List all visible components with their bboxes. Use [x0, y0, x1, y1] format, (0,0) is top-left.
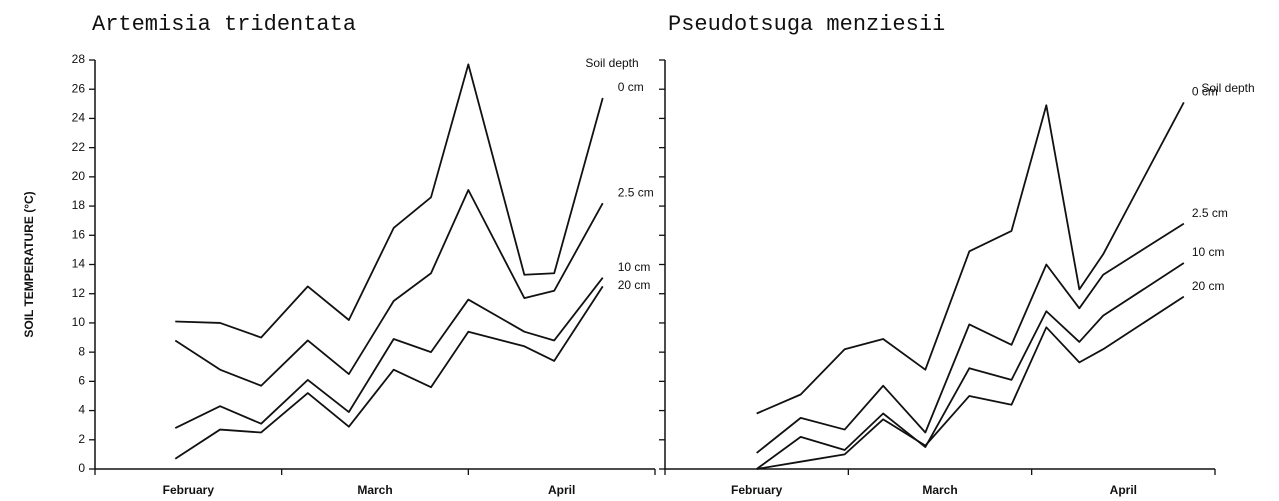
series-label: 10 cm	[618, 260, 651, 274]
series-line	[756, 295, 1185, 470]
chart-title: Artemisia tridentata	[92, 12, 356, 37]
y-tick-label: 0	[78, 461, 85, 475]
series-line	[174, 285, 604, 460]
y-tick-label: 8	[78, 344, 85, 358]
month-label: February	[731, 483, 783, 497]
y-tick-label: 28	[72, 52, 86, 66]
y-axis-label: SOIL TEMPERATURE (°C)	[22, 191, 36, 337]
y-tick-label: 4	[78, 403, 85, 417]
series-label: 2.5 cm	[1192, 206, 1228, 220]
y-tick-label: 20	[72, 169, 86, 183]
series-label: 20 cm	[618, 278, 651, 292]
month-label: March	[922, 483, 957, 497]
series-label: 2.5 cm	[618, 185, 654, 199]
axis	[664, 60, 1215, 470]
y-tick-label: 10	[72, 315, 86, 329]
month-label: April	[1110, 483, 1137, 497]
month-label: February	[163, 483, 215, 497]
series-line	[756, 222, 1185, 454]
series-line	[756, 101, 1185, 415]
y-tick-label: 2	[78, 432, 85, 446]
series-label: 20 cm	[1192, 279, 1225, 293]
y-tick-label: 14	[72, 257, 86, 271]
series-line	[174, 277, 604, 429]
y-tick-label: 26	[72, 81, 86, 95]
y-tick-label: 22	[72, 140, 86, 154]
series-label: 0 cm	[1192, 85, 1218, 99]
legend-title: Soil depth	[1201, 81, 1254, 95]
y-tick-label: 12	[72, 286, 86, 300]
month-label: April	[548, 483, 575, 497]
y-tick-label: 24	[72, 111, 86, 125]
series-label: 0 cm	[618, 80, 644, 94]
legend-title: Soil depth	[585, 56, 638, 70]
y-tick-label: 6	[78, 374, 85, 388]
month-label: March	[357, 483, 392, 497]
series-line	[174, 189, 604, 387]
y-tick-label: 18	[72, 198, 86, 212]
chart-title: Pseudotsuga menziesii	[668, 12, 945, 37]
y-tick-label: 16	[72, 227, 86, 241]
series-line	[756, 262, 1185, 470]
series-line	[175, 63, 604, 339]
series-label: 10 cm	[1192, 245, 1225, 259]
